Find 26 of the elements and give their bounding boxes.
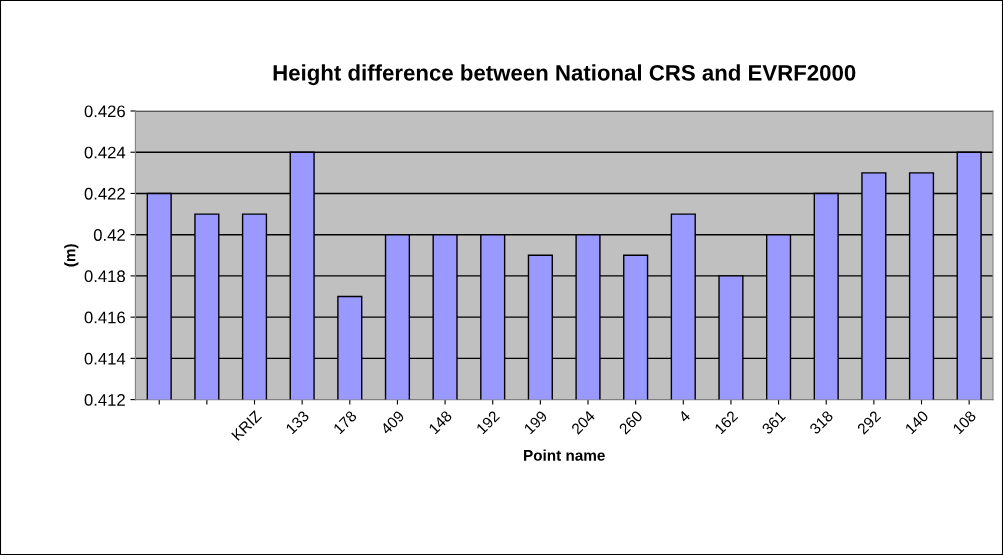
x-tick-label: 140 xyxy=(904,410,930,435)
x-tick-label: 148 xyxy=(428,410,453,435)
x-tick-label: 409 xyxy=(379,410,405,436)
y-tick-label: 0.418 xyxy=(84,270,125,283)
y-tick-label: 0.424 xyxy=(84,146,126,159)
y-tick-label: 0.416 xyxy=(84,311,125,324)
x-axis-title: Point name xyxy=(524,449,605,461)
y-axis-title: (m) xyxy=(64,244,79,267)
x-tick-label: 192 xyxy=(475,410,501,435)
x-tick-label: 199 xyxy=(523,410,548,435)
x-tick-label: 204 xyxy=(570,409,596,435)
chart-title: Height difference between National CRS and EVRF2000 xyxy=(273,64,856,86)
x-tick-label: 133 xyxy=(285,410,310,435)
y-tick-label: 0.412 xyxy=(84,394,125,406)
x-tick-label: 4 xyxy=(677,410,691,423)
x-tick-label: 361 xyxy=(761,410,786,435)
x-tick-label: 260 xyxy=(618,410,644,435)
y-tick-label: 0.422 xyxy=(84,187,125,200)
x-tick-label: 108 xyxy=(952,410,977,435)
y-tick-label: 0.426 xyxy=(84,105,125,118)
x-tick-label: 162 xyxy=(714,410,739,435)
x-tick-label: 292 xyxy=(856,410,882,435)
y-tick-label: 0.414 xyxy=(84,352,126,365)
y-tick-label: 0.42 xyxy=(93,229,125,241)
x-tick-label: 318 xyxy=(808,410,834,435)
x-tick-label: 178 xyxy=(332,410,358,435)
